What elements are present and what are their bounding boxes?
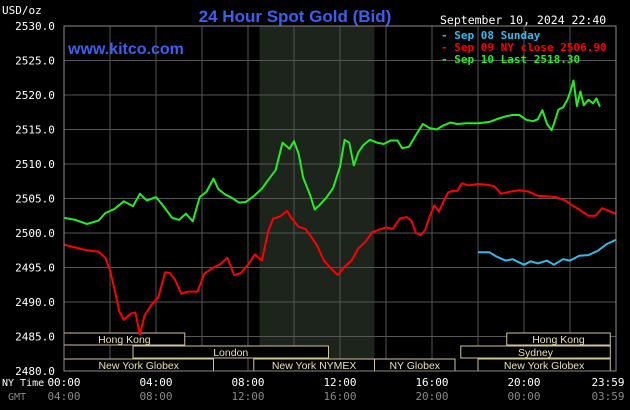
- legend-entry-sep08: - Sep 08 Sunday: [441, 29, 541, 42]
- market-band: New York NYMEX: [253, 358, 375, 372]
- y-tick-label: 2485.0: [15, 331, 55, 344]
- x-tick-label-ny: 12:00: [323, 376, 356, 389]
- x-tick-label-ny: 20:00: [507, 376, 540, 389]
- series-line: [478, 238, 617, 266]
- svg-text:NY Globex: NY Globex: [389, 360, 440, 372]
- x-tick-label-gmt: 08:00: [139, 390, 172, 403]
- market-band: NY Globex: [374, 358, 456, 372]
- y-tick-label: 2520.0: [15, 89, 55, 102]
- x-tick-label-ny: 23:59: [591, 376, 624, 389]
- market-band: Sydney: [460, 345, 611, 359]
- site-watermark: www.kitco.com: [67, 41, 184, 58]
- market-band: New York Globex: [477, 358, 611, 372]
- plot-border: [63, 25, 617, 372]
- legend-entry-sep10: - Sep 10 Last 2518.30: [441, 53, 580, 66]
- y-tick-label: 2500.0: [15, 227, 55, 240]
- x-tick-label-gmt: 16:00: [323, 390, 356, 403]
- nytime-label: NY Time: [2, 378, 44, 389]
- series-line: [63, 182, 617, 336]
- y-tick-label: 2530.0: [15, 20, 55, 33]
- svg-text:New York Globex: New York Globex: [504, 360, 585, 372]
- chart-title: 24 Hour Spot Gold (Bid): [199, 7, 392, 26]
- y-tick-label: 2505.0: [15, 193, 55, 206]
- market-band: New York Globex: [63, 358, 214, 372]
- y-tick-label: 2480.0: [15, 365, 55, 378]
- x-tick-label-ny: 04:00: [139, 376, 172, 389]
- y-tick-label: 2490.0: [15, 296, 55, 309]
- x-tick-label-gmt: 00:00: [507, 390, 540, 403]
- x-tick-label-ny: 08:00: [231, 376, 264, 389]
- svg-text:New York NYMEX: New York NYMEX: [272, 360, 357, 372]
- svg-text:Sydney: Sydney: [518, 347, 554, 359]
- svg-text:Hong Kong: Hong Kong: [532, 334, 585, 346]
- x-tick-label-ny: 00:00: [47, 376, 80, 389]
- svg-text:London: London: [213, 347, 248, 359]
- y-tick-label: 2525.0: [15, 55, 55, 68]
- market-band: Hong Kong: [506, 332, 611, 346]
- y-unit-label: USD/oz: [2, 4, 42, 17]
- y-tick-label: 2510.0: [15, 158, 55, 171]
- x-tick-label-gmt: 12:00: [231, 390, 264, 403]
- series-line: [63, 79, 601, 225]
- timestamp: September 10, 2024 22:40: [440, 13, 606, 27]
- x-tick-label-gmt: 04:00: [47, 390, 80, 403]
- svg-text:New York Globex: New York Globex: [98, 360, 179, 372]
- y-tick-label: 2515.0: [15, 124, 55, 137]
- x-tick-label-gmt: 03:59: [591, 390, 624, 403]
- svg-text:Hong Kong: Hong Kong: [98, 334, 151, 346]
- x-tick-label-gmt: 20:00: [415, 390, 448, 403]
- market-band: Hong Kong: [63, 332, 186, 346]
- legend-entry-sep09: - Sep 09 NY close 2506.90: [441, 41, 607, 54]
- y-tick-label: 2495.0: [15, 262, 55, 275]
- legend: - Sep 08 Sunday - Sep 09 NY close 2506.9…: [441, 29, 607, 66]
- market-band: London: [132, 345, 329, 359]
- gmt-label: GMT: [8, 392, 26, 403]
- x-tick-label-ny: 16:00: [415, 376, 448, 389]
